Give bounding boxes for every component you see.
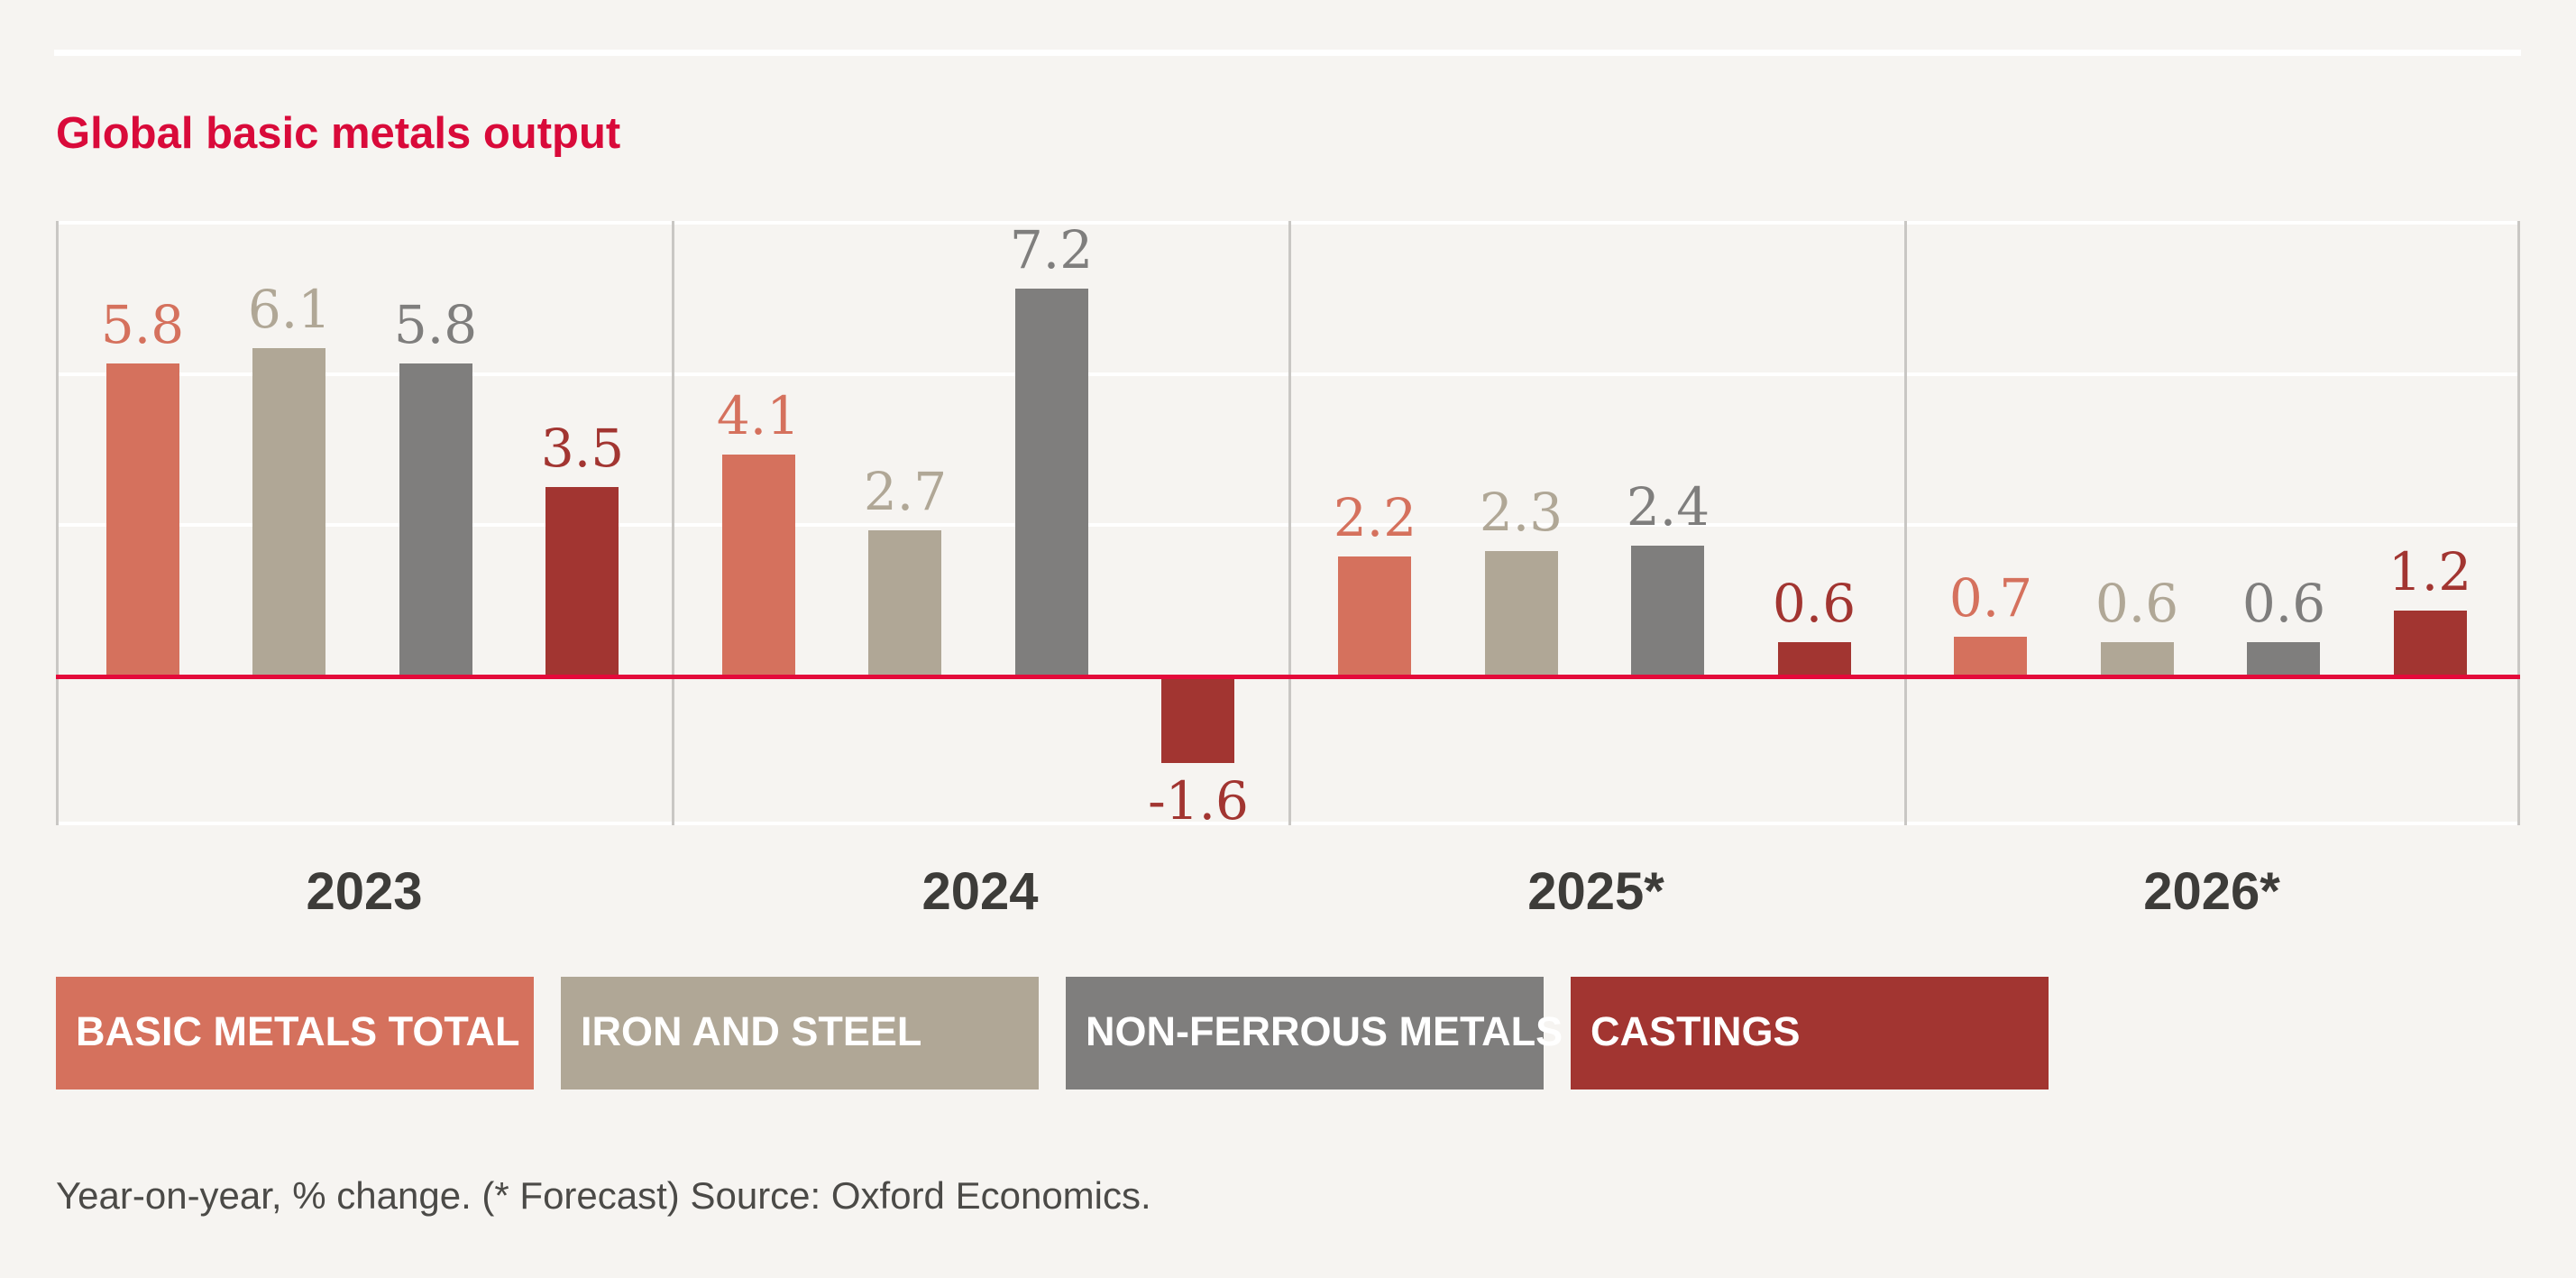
bar-value-label: 2.7 — [863, 461, 948, 522]
bar-value-label: 6.1 — [247, 279, 332, 340]
bar-value-label: -1.6 — [1148, 770, 1249, 832]
bar-value-label: 2.2 — [1333, 487, 1417, 548]
plot-bottom-line — [56, 822, 2520, 825]
group-separator — [1288, 221, 1291, 825]
legend-item-iron-and-steel: IRON AND STEEL — [561, 977, 1039, 1090]
bar-non-ferrous-metals-2026 — [2247, 642, 2320, 675]
bar-castings-2023 — [545, 487, 619, 675]
year-label: 2024 — [921, 862, 1039, 921]
legend-item-non-ferrous-metals: NON-FERROUS METALS — [1066, 977, 1563, 1090]
legend-item-label: BASIC METALS TOTAL — [76, 1008, 520, 1054]
bar-basic-metals-total-2024 — [722, 455, 795, 675]
bar-value-label: 2.4 — [1626, 476, 1710, 538]
gridline — [56, 523, 2520, 527]
bar-non-ferrous-metals-2025 — [1631, 546, 1704, 675]
bar-value-label: 1.2 — [2388, 541, 2472, 602]
bar-castings-2025 — [1778, 642, 1851, 675]
year-label: 2025* — [1527, 862, 1664, 921]
legend-item-label: NON-FERROUS METALS — [1086, 1008, 1563, 1054]
legend-item-basic-metals-total: BASIC METALS TOTAL — [56, 977, 534, 1090]
bar-iron-and-steel-2023 — [252, 348, 325, 675]
bar-value-label: 0.6 — [2095, 573, 2179, 634]
bar-iron-and-steel-2025 — [1485, 551, 1558, 675]
bar-non-ferrous-metals-2024 — [1015, 289, 1088, 675]
bar-iron-and-steel-2024 — [868, 530, 941, 675]
group-separator — [672, 221, 674, 825]
bar-value-label: 4.1 — [716, 385, 801, 446]
bar-castings-2026 — [2394, 611, 2467, 675]
bar-basic-metals-total-2026 — [1954, 637, 2027, 675]
zero-baseline — [56, 675, 2520, 679]
bar-castings-2024 — [1161, 677, 1234, 763]
bar-value-label: 0.7 — [1948, 567, 2033, 629]
plot-left-line — [56, 221, 59, 825]
year-label: 2023 — [306, 862, 423, 921]
legend-item-castings: CASTINGS — [1571, 977, 2049, 1090]
bar-value-label: 2.3 — [1479, 482, 1563, 543]
bar-value-label: 0.6 — [1772, 573, 1856, 634]
bar-basic-metals-total-2025 — [1338, 556, 1411, 675]
top-divider — [54, 50, 2521, 56]
plot-right-line — [2517, 221, 2520, 825]
chart-title: Global basic metals output — [56, 109, 621, 158]
group-separator — [1904, 221, 1907, 825]
bar-value-label: 5.8 — [393, 294, 478, 355]
bar-value-label: 5.8 — [100, 294, 185, 355]
bar-basic-metals-total-2023 — [106, 363, 179, 675]
plot-top-line — [56, 221, 2520, 225]
gridline — [56, 372, 2520, 376]
legend-item-label: IRON AND STEEL — [581, 1008, 922, 1054]
bar-value-label: 0.6 — [2241, 573, 2326, 634]
bar-iron-and-steel-2026 — [2101, 642, 2174, 675]
bar-value-label: 3.5 — [540, 418, 625, 479]
source-note: Year-on-year, % change. (* Forecast) Sou… — [56, 1174, 1151, 1217]
legend-item-label: CASTINGS — [1591, 1008, 1801, 1054]
bar-non-ferrous-metals-2023 — [399, 363, 472, 675]
bar-value-label: 7.2 — [1009, 219, 1094, 280]
plot-area: 5.8 4.1 2.2 0.7 6.1 2.7 2.3 0.6 5.8 7.2 2.4 0.6 3.5 -… — [56, 219, 2520, 829]
year-label: 2026* — [2143, 862, 2280, 921]
